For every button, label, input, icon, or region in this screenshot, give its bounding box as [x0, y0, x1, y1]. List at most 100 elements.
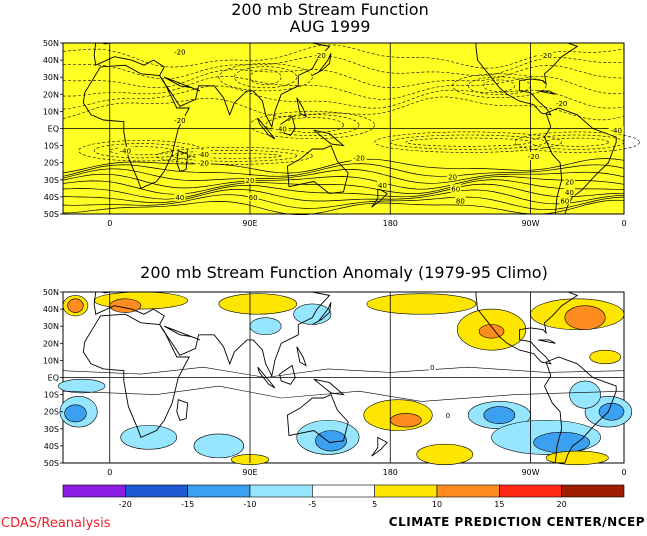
colorbar-tick-label: -5	[308, 500, 316, 509]
contour-label-bg	[117, 146, 133, 155]
lat-label: 30S	[44, 176, 59, 185]
anomaly-region	[218, 293, 298, 315]
coastline-sumatra	[257, 366, 276, 389]
contour-cell	[234, 66, 298, 89]
contour-label-bg	[273, 124, 289, 133]
anomaly-region	[389, 413, 422, 428]
contour-label: 40	[565, 189, 574, 197]
coastline-sumatra	[257, 117, 276, 140]
colorbar-tick-label: -10	[243, 500, 256, 509]
zero-contour	[62, 366, 625, 378]
coastline-samerica	[543, 356, 617, 464]
lat-label: 30S	[44, 425, 59, 434]
coastline-africa	[82, 313, 190, 439]
zero-contour	[62, 385, 625, 402]
contour-label-bg	[554, 98, 570, 107]
lat-label: 10S	[44, 142, 59, 151]
contour-label-bg	[172, 115, 188, 124]
coastline-cuba	[538, 90, 556, 95]
contour-label: -20	[174, 117, 185, 125]
coastline-arabia_cut	[164, 76, 201, 92]
coastline-australia	[286, 145, 349, 194]
contour-label-bg	[450, 184, 462, 193]
colorbar-swatch	[561, 484, 625, 498]
lat-label: 20S	[44, 159, 59, 168]
anomaly-region	[120, 425, 178, 450]
anomaly-region	[533, 431, 591, 454]
contour-label: 20	[565, 179, 574, 187]
colorbar-swatch	[312, 484, 375, 498]
coastline-australia	[286, 394, 349, 443]
lon-label: 180	[383, 468, 398, 477]
lat-label: 40N	[43, 305, 59, 314]
lon-label: 0	[621, 468, 626, 477]
top-axis-labels: 50N 40N 30N 20N 10N EQ 10S 20S 30S 40S 50S 0 90E 180 9…	[43, 39, 627, 228]
contour-label: -20	[198, 160, 209, 168]
coastline-cuba	[538, 339, 556, 344]
lat-label: 50N	[43, 39, 59, 48]
coastline-africa	[82, 64, 190, 189]
lon-label: 0	[621, 219, 626, 228]
contour-label: -20	[540, 52, 551, 60]
contour-label: 20	[448, 173, 457, 181]
lat-label: 20N	[43, 90, 59, 99]
colorbar-swatch	[125, 484, 188, 498]
bottom-grid-lines	[63, 292, 624, 463]
contour-label-bg	[195, 158, 211, 167]
contour-label-bg	[429, 363, 436, 372]
contour-label: -20	[556, 100, 567, 108]
contour-label: 60	[451, 185, 460, 193]
contour-label-bg	[174, 192, 186, 201]
anomaly-region	[416, 443, 474, 466]
coastline-namerica	[475, 42, 579, 116]
contour-label-bg	[564, 187, 575, 196]
contour-label-bg	[444, 411, 452, 420]
contour-cell	[452, 73, 547, 99]
contour-label-bg	[538, 50, 554, 59]
coastline-namerica	[475, 291, 579, 365]
contour-label-bg	[247, 192, 259, 201]
contour-cell	[265, 114, 360, 136]
lat-label: 40S	[44, 442, 59, 451]
contour-label: -20	[353, 155, 364, 163]
colorbar-swatch	[374, 484, 438, 498]
lon-label: 90E	[242, 468, 257, 477]
colorbar-tick-label: 5	[372, 500, 377, 509]
lat-label: 40N	[43, 56, 59, 65]
anomaly-region	[64, 404, 87, 423]
contour-label: 0	[430, 364, 434, 372]
colorbar-swatch	[436, 484, 500, 498]
contour-cell	[156, 147, 313, 165]
anomaly-region	[249, 317, 282, 336]
coastline-nz	[371, 436, 388, 457]
anomaly-region	[315, 430, 347, 452]
top-coastlines	[82, 42, 617, 215]
coastline-arabia_cut	[164, 325, 201, 341]
anomaly-region	[58, 378, 106, 394]
contour-label: 60	[249, 194, 258, 202]
coastline-japan	[312, 302, 332, 325]
lat-label: 20S	[44, 408, 59, 417]
top-contour-labels: -20 -20 -20-20-40-40 -40-20-20 -20-20-402040…	[117, 47, 624, 205]
anomaly-region	[67, 298, 84, 313]
coastline-madagascar	[176, 150, 189, 172]
colorbar-swatch	[499, 484, 562, 498]
coastline-uk	[101, 291, 110, 294]
coastline-borneo	[279, 364, 296, 385]
colorbar-tick-label: 10	[432, 500, 442, 509]
lat-label: 50S	[44, 210, 59, 219]
anomaly-region	[569, 380, 601, 409]
colorbar-tick-label: -20	[119, 500, 132, 509]
footer-left: CDAS/Reanalysis	[1, 516, 111, 531]
contour-label: 80	[456, 197, 465, 205]
lon-label: 180	[383, 219, 398, 228]
contour-label-bg	[526, 151, 542, 160]
coastline-philippines	[296, 346, 307, 367]
lon-label: 90W	[521, 468, 539, 477]
anomaly-region	[483, 406, 516, 424]
colorbar: -20 -15 -10 -5 5 10 15 20	[62, 484, 625, 509]
lon-label: 0	[107, 468, 112, 477]
top-map-panel: -20 -20 -20-20-40-40 -40-20-20 -20-20-402040…	[43, 39, 640, 228]
contour-label: -20	[314, 52, 325, 60]
anomaly-region	[564, 305, 606, 330]
